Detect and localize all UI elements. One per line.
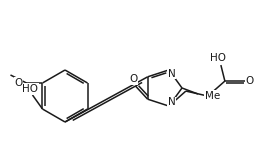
Text: N: N — [168, 69, 176, 79]
Text: Me: Me — [205, 91, 220, 101]
Text: N: N — [168, 97, 176, 107]
Text: O: O — [14, 78, 23, 88]
Text: HO: HO — [210, 53, 226, 63]
Text: O: O — [246, 76, 254, 86]
Text: O: O — [130, 74, 138, 84]
Text: HO: HO — [23, 84, 38, 94]
